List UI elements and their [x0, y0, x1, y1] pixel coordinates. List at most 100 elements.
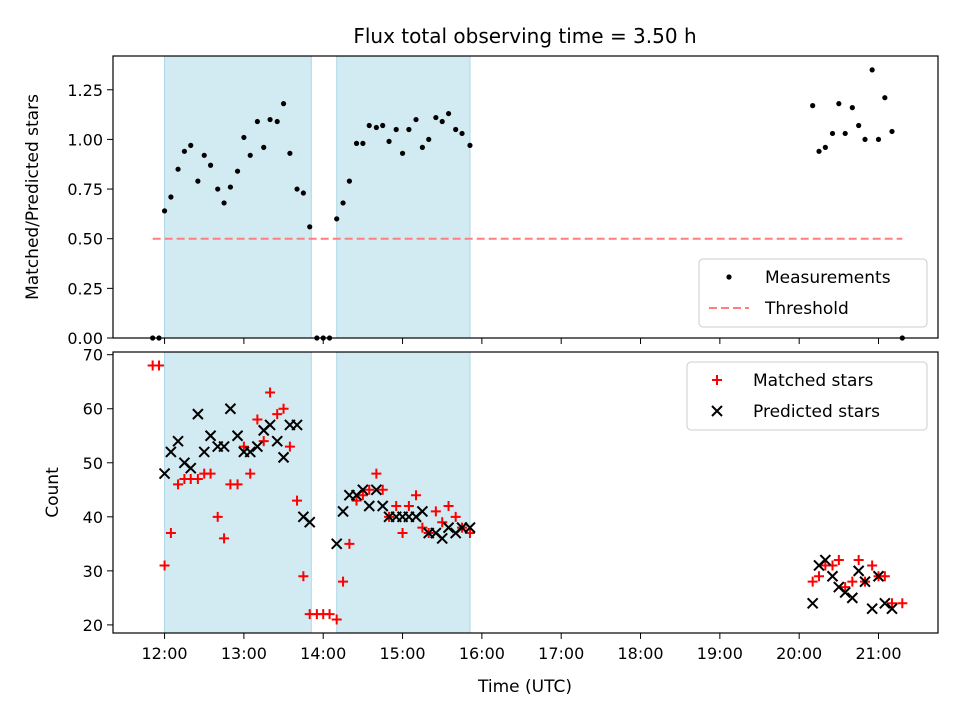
- chart-title: Flux total observing time = 3.50 h: [353, 24, 696, 48]
- y-tick-label: 30: [83, 562, 103, 581]
- measurement-point: [829, 130, 836, 137]
- measurement-point: [366, 122, 372, 129]
- x-tick-label: 19:00: [697, 644, 743, 663]
- measurement-point: [393, 126, 399, 133]
- predicted-star-point: [852, 565, 865, 577]
- measurement-point: [241, 134, 247, 141]
- predicted-star-point: [377, 500, 389, 512]
- x-tick-label: 13:00: [221, 644, 267, 663]
- matched-star-point: [272, 409, 283, 420]
- measurement-point: [445, 110, 452, 117]
- x-tick-label: 20:00: [776, 644, 822, 663]
- matched-star-point: [219, 533, 230, 544]
- matched-star-point: [284, 441, 295, 452]
- legend: Matched stars Predicted stars: [686, 361, 928, 431]
- measurement-point: [810, 103, 816, 109]
- matched-star-point: [357, 490, 368, 501]
- matched-star-point: [827, 560, 838, 571]
- matched-star-point: [853, 555, 864, 566]
- matched-star-point: [397, 528, 408, 539]
- x-tick-label: 16:00: [459, 644, 505, 663]
- matched-star-point: [833, 555, 844, 566]
- matched-star-point: [351, 495, 362, 506]
- shaded-interval: [336, 55, 471, 339]
- predicted-star-point: [277, 451, 290, 464]
- measurement-point: [426, 136, 432, 143]
- legend-marker-measurements: [726, 274, 732, 280]
- measurement-point: [380, 122, 386, 129]
- matched-star-point: [437, 517, 448, 528]
- predicted-star-point: [218, 440, 230, 453]
- matched-star-point: [443, 501, 454, 512]
- measurement-point: [842, 130, 848, 137]
- legend-label: Matched stars: [753, 371, 873, 391]
- matched-star-point: [212, 511, 223, 522]
- measurement-point: [188, 142, 194, 148]
- predicted-star-point: [337, 505, 349, 518]
- predicted-star-point: [886, 602, 898, 615]
- predicted-star-point: [264, 419, 276, 431]
- matched-star-point: [252, 414, 263, 425]
- measurement-point: [280, 101, 287, 107]
- predicted-star-point: [436, 532, 448, 545]
- predicted-star-point: [224, 403, 237, 415]
- measurement-point: [822, 144, 828, 150]
- matched-star-point: [292, 495, 303, 506]
- measurement-point: [201, 152, 207, 158]
- measurement-point: [399, 150, 406, 156]
- matched-star-point: [450, 511, 461, 522]
- predicted-star-point: [370, 484, 383, 496]
- measurement-point: [439, 118, 445, 125]
- measurement-point: [274, 118, 280, 125]
- legend-box: [698, 258, 928, 328]
- matched-star-point: [807, 576, 818, 587]
- matched-star-point: [265, 387, 276, 398]
- matched-star-point: [411, 490, 422, 501]
- measurement-point: [254, 118, 260, 125]
- legend-marker-predicted: [711, 405, 723, 417]
- matched-star-point: [154, 360, 165, 371]
- x-tick-label: 18:00: [617, 644, 663, 663]
- measurement-point: [340, 200, 346, 206]
- y-tick-label: 20: [83, 616, 103, 635]
- x-tick-label: 17:00: [538, 644, 584, 663]
- measurement-point: [419, 144, 425, 150]
- predicted-star-point: [442, 521, 455, 534]
- matched-star-point: [886, 598, 897, 609]
- predicted-star-point: [231, 430, 244, 442]
- measurement-point: [307, 224, 313, 230]
- matched-star-point: [238, 441, 249, 452]
- measurement-point: [882, 95, 888, 101]
- predicted-star-point: [363, 500, 375, 512]
- matched-star-point: [165, 528, 176, 539]
- matched-star-point: [258, 436, 269, 447]
- matched-star-point: [814, 571, 825, 582]
- shaded-interval: [336, 351, 471, 634]
- shaded-interval: [164, 351, 312, 634]
- predicted-star-point: [198, 446, 210, 458]
- x-tick-label: 15:00: [379, 644, 425, 663]
- measurement-point: [467, 142, 473, 148]
- measurement-point: [453, 126, 459, 133]
- measurement-point: [334, 216, 340, 222]
- matched-star-point: [867, 560, 878, 571]
- measurement-point: [459, 130, 465, 137]
- matched-star-point: [464, 528, 475, 539]
- y-tick-label: 0.75: [67, 180, 103, 199]
- shaded-interval: [164, 55, 312, 339]
- matched-star-point: [232, 479, 243, 490]
- matched-star-point: [205, 468, 216, 479]
- measurement-point: [234, 168, 241, 174]
- matched-star-point: [331, 614, 342, 625]
- axes-frame: [112, 55, 939, 339]
- legend-marker-matched: [712, 375, 722, 385]
- predicted-star-point: [251, 440, 264, 453]
- measurement-point: [207, 162, 214, 168]
- x-tick-label: 21:00: [855, 644, 901, 663]
- matched-star-point: [364, 484, 375, 495]
- predicted-star-point: [244, 446, 256, 458]
- bottom-panel: 20 30 40 50 60 70 Count 12:00 13:00 14:00 15:00 16:…: [43, 346, 939, 663]
- matched-star-point: [430, 506, 441, 517]
- measurement-point: [869, 67, 875, 73]
